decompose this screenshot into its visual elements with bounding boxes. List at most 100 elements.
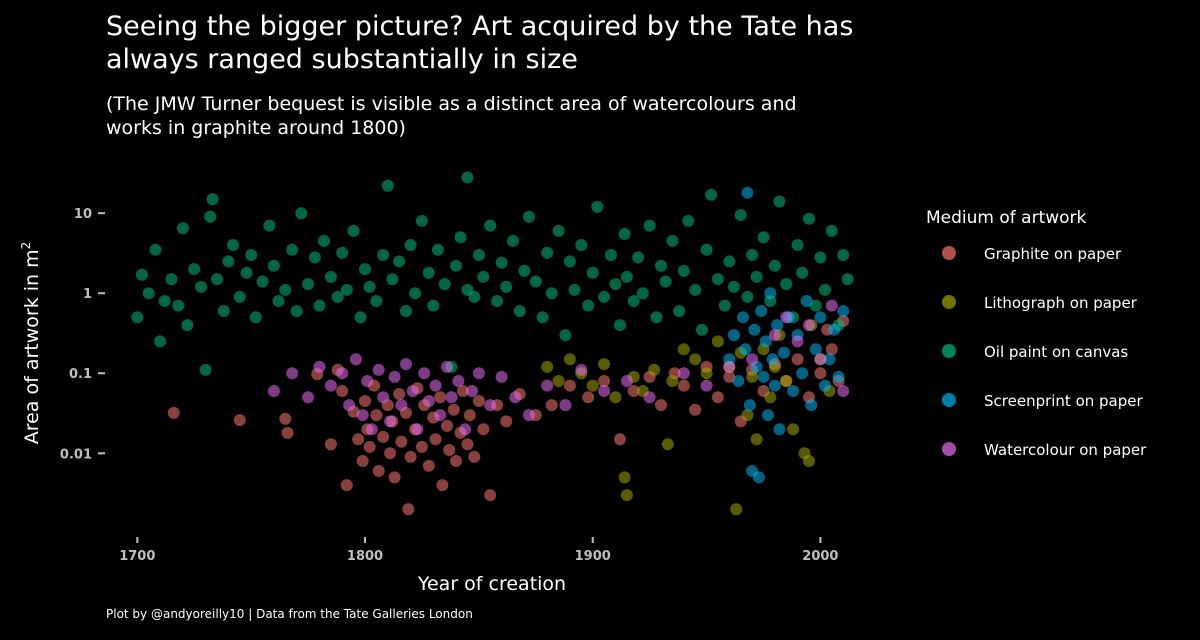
point-screenprint-on-paper-15	[764, 287, 777, 300]
point-oil-paint-on-canvas-64	[484, 219, 497, 232]
point-oil-paint-on-canvas-27	[279, 283, 292, 296]
point-screenprint-on-paper-10	[752, 471, 765, 484]
point-oil-paint-on-canvas-32	[308, 251, 321, 264]
point-oil-paint-on-canvas-6	[165, 273, 178, 286]
point-oil-paint-on-canvas-121	[803, 212, 815, 225]
point-screenprint-on-paper-27	[809, 343, 822, 356]
x-axis-title: Year of creation	[417, 573, 566, 595]
point-oil-paint-on-canvas-79	[568, 283, 581, 296]
point-watercolour-on-paper-22	[434, 409, 447, 422]
point-oil-paint-on-canvas-110	[741, 290, 754, 303]
point-oil-paint-on-canvas-80	[575, 239, 588, 251]
point-watercolour-on-paper-16	[400, 358, 412, 371]
point-watercolour-on-paper-26	[459, 423, 472, 436]
point-watercolour-on-paper-1	[286, 367, 299, 380]
point-oil-paint-on-canvas-25	[267, 259, 280, 272]
point-oil-paint-on-canvas-62	[472, 249, 485, 261]
point-oil-paint-on-canvas-36	[331, 290, 344, 303]
point-oil-paint-on-canvas-30	[295, 207, 308, 220]
point-oil-paint-on-canvas-113	[757, 231, 770, 244]
point-watercolour-on-paper-46	[803, 319, 815, 332]
point-screenprint-on-paper-28	[814, 311, 827, 324]
point-oil-paint-on-canvas-111	[746, 249, 759, 261]
point-watercolour-on-paper-38	[643, 391, 656, 404]
point-screenprint-on-paper-17	[768, 379, 781, 392]
point-graphite-on-paper-12	[359, 395, 371, 407]
point-watercolour-on-paper-43	[768, 329, 781, 342]
point-graphite-on-paper-37	[441, 419, 453, 432]
point-graphite-on-paper-72	[791, 353, 804, 366]
point-watercolour-on-paper-39	[677, 367, 690, 380]
x-tick-label-1900: 1900	[575, 549, 611, 564]
point-lithograph-on-paper-13	[666, 375, 679, 387]
point-graphite-on-paper-22	[388, 471, 401, 484]
point-screenprint-on-paper-6	[743, 399, 756, 412]
point-watercolour-on-paper-17	[406, 385, 419, 397]
point-graphite-on-paper-56	[598, 375, 611, 387]
point-oil-paint-on-canvas-14	[206, 193, 219, 206]
point-oil-paint-on-canvas-108	[727, 280, 740, 293]
point-oil-paint-on-canvas-2	[142, 287, 155, 300]
legend-key-graphite	[942, 246, 956, 260]
point-oil-paint-on-canvas-21	[245, 249, 258, 261]
point-oil-paint-on-canvas-63	[477, 270, 490, 283]
point-screenprint-on-paper-33	[837, 305, 850, 317]
point-watercolour-on-paper-29	[484, 399, 497, 412]
point-oil-paint-on-canvas-92	[636, 287, 649, 300]
legend-item-graphite: Graphite on paper	[926, 244, 1196, 293]
point-oil-paint-on-canvas-1	[135, 268, 148, 281]
point-screenprint-on-paper-18	[771, 319, 784, 332]
point-oil-paint-on-canvas-8	[176, 222, 189, 235]
legend-label-oil-paint: Oil paint on canvas	[984, 343, 1129, 361]
point-graphite-on-paper-47	[477, 423, 490, 436]
point-lithograph-on-paper-14	[677, 343, 690, 356]
point-watercolour-on-paper-2	[302, 391, 315, 404]
point-graphite-on-paper-2	[279, 412, 292, 425]
x-tick-label-1800: 1800	[347, 549, 383, 564]
point-oil-paint-on-canvas-69	[513, 305, 526, 317]
point-oil-paint-on-canvas-38	[340, 283, 353, 296]
point-oil-paint-on-canvas-122	[809, 299, 822, 312]
point-oil-paint-on-canvas-10	[188, 263, 201, 276]
point-oil-paint-on-canvas-77	[559, 329, 572, 342]
series-watercolour-on-paper	[267, 299, 850, 436]
point-lithograph-on-paper-21	[741, 409, 754, 422]
point-oil-paint-on-canvas-39	[347, 224, 360, 237]
point-lithograph-on-paper-2	[563, 353, 576, 366]
point-watercolour-on-paper-41	[723, 360, 736, 373]
point-watercolour-on-paper-4	[324, 379, 337, 392]
point-watercolour-on-paper-10	[365, 423, 378, 436]
point-screenprint-on-paper-30	[823, 353, 836, 366]
point-oil-paint-on-canvas-104	[705, 188, 718, 201]
point-graphite-on-paper-3	[281, 426, 294, 439]
point-graphite-on-paper-11	[356, 455, 369, 467]
point-oil-paint-on-canvas-96	[659, 275, 672, 288]
point-lithograph-on-paper-25	[764, 391, 777, 404]
point-graphite-on-paper-26	[402, 503, 415, 516]
point-oil-paint-on-canvas-17	[222, 255, 235, 268]
point-oil-paint-on-canvas-49	[404, 239, 417, 251]
point-screenprint-on-paper-20	[778, 346, 790, 359]
point-watercolour-on-paper-28	[472, 367, 485, 380]
point-lithograph-on-paper-7	[618, 471, 631, 484]
point-graphite-on-paper-36	[436, 479, 449, 492]
point-watercolour-on-paper-15	[395, 399, 408, 412]
point-oil-paint-on-canvas-89	[620, 270, 633, 283]
point-lithograph-on-paper-12	[661, 438, 674, 451]
point-watercolour-on-paper-24	[445, 391, 458, 404]
y-axis: 0.01 0.1 1 10	[60, 207, 105, 462]
point-watercolour-on-paper-23	[441, 360, 453, 373]
point-oil-paint-on-canvas-107	[723, 255, 736, 268]
point-graphite-on-paper-57	[614, 433, 626, 446]
point-oil-paint-on-canvas-20	[240, 266, 253, 279]
point-oil-paint-on-canvas-54	[431, 243, 444, 256]
legend-item-screenprint: Screenprint on paper	[926, 391, 1196, 440]
point-oil-paint-on-canvas-70	[518, 264, 531, 277]
point-oil-paint-on-canvas-99	[677, 264, 690, 277]
point-oil-paint-on-canvas-26	[272, 295, 285, 307]
point-graphite-on-paper-35	[434, 391, 447, 404]
point-watercolour-on-paper-7	[349, 353, 362, 366]
point-oil-paint-on-canvas-66	[495, 256, 508, 269]
point-graphite-on-paper-62	[677, 379, 690, 392]
